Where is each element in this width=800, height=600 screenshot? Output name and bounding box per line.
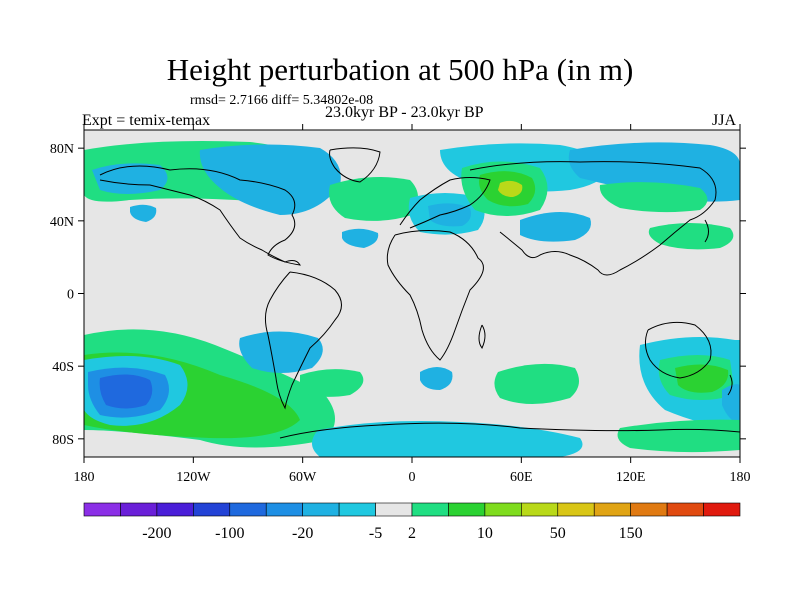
colorbar-box — [338, 502, 376, 517]
colorbar-box — [703, 502, 741, 517]
colorbar-box — [593, 502, 631, 517]
colorbar-box — [375, 502, 413, 517]
contour-east-green-south — [617, 419, 740, 453]
lon-tick-label: 180 — [730, 470, 751, 485]
contour-north-america-blue-2 — [92, 163, 168, 194]
colorbar-label: 10 — [477, 525, 493, 542]
contour-antarctic-blue — [311, 421, 583, 457]
period-subtitle: 23.0kyr BP - 23.0kyr BP — [325, 104, 484, 121]
colorbar-box — [666, 502, 704, 517]
colorbar-label: -200 — [142, 525, 171, 542]
contour-australia-green-2 — [675, 364, 729, 393]
coastline-north-america — [99, 165, 301, 266]
colorbar-label: 2 — [408, 525, 416, 542]
coastline-greenland — [329, 147, 381, 183]
colorbar-box — [156, 502, 194, 517]
stats-subtitle: rmsd= 2.7166 diff= 5.34802e-08 — [190, 93, 374, 108]
colorbar-box — [229, 502, 267, 517]
lon-tick-label: 180 — [74, 470, 95, 485]
contour-asia-blue — [520, 211, 591, 242]
contour-south-atlantic-blue — [420, 367, 453, 390]
colorbar-box — [448, 502, 486, 517]
colorbar-label: -100 — [215, 525, 244, 542]
contour-east-blue — [722, 384, 740, 425]
season-label: JJA — [712, 112, 737, 129]
contour-north-atlantic-green — [329, 176, 419, 221]
lon-tick-label: 120W — [176, 470, 211, 485]
colorbar: -200 -100 -20 -5 2 10 50 150 — [83, 502, 741, 542]
coastline-antarctica — [279, 422, 740, 439]
colorbar-box — [265, 502, 303, 517]
contour-south-atlantic-green — [300, 369, 364, 397]
contour-east-asia-green-2 — [648, 223, 734, 250]
contour-south-america-blue — [239, 331, 323, 373]
colorbar-box — [411, 502, 449, 517]
lat-tick-label: 40S — [52, 360, 74, 375]
colorbar-box — [83, 502, 121, 517]
contour-east-asia-green — [599, 182, 708, 213]
lon-tick-label: 60E — [510, 470, 533, 485]
contour-north-pacific-small-blue — [130, 204, 157, 222]
experiment-label: Expt = temix-temax — [82, 112, 211, 129]
lat-tick-label: 80S — [52, 433, 74, 448]
lon-tick-label: 120E — [616, 470, 646, 485]
lon-tick-label: 0 — [409, 470, 416, 485]
lat-tick-label: 0 — [67, 288, 74, 303]
contour-north-atlantic-blue — [342, 228, 379, 248]
map-title: Height perturbation at 500 hPa (in m) — [166, 52, 634, 87]
colorbar-box — [630, 502, 668, 517]
colorbar-box — [484, 502, 522, 517]
colorbar-box — [557, 502, 595, 517]
colorbar-box — [302, 502, 340, 517]
contour-south-pacific-darkblue — [99, 374, 153, 409]
contour-north-america-blue — [199, 144, 341, 215]
coastline-australia — [644, 321, 712, 379]
lat-tick-label: 80N — [50, 142, 74, 157]
colorbar-box — [521, 502, 559, 517]
contour-fill-layer — [84, 141, 740, 457]
coastline-madagascar — [478, 324, 486, 349]
colorbar-label: -5 — [369, 525, 382, 542]
coastline-europe — [399, 177, 491, 229]
lon-tick-label: 60W — [289, 470, 317, 485]
contour-siberia-blue — [568, 142, 740, 202]
colorbar-label: 150 — [619, 525, 643, 542]
coastline-south-america — [264, 271, 342, 410]
colorbar-box — [120, 502, 158, 517]
axes: 80N 40N 0 40S 80S 180 120W 60W 0 60E 120E 180 — [50, 124, 751, 485]
contour-south-indian-green — [494, 363, 579, 404]
coastline-japan — [704, 219, 709, 243]
coastlines — [99, 147, 740, 439]
coastline-asia — [469, 161, 717, 276]
colorbar-label: 50 — [550, 525, 566, 542]
colorbar-box — [193, 502, 231, 517]
coastline-new-zealand — [727, 374, 733, 396]
contour-central-asia-yellow — [498, 180, 523, 197]
lat-tick-label: 40N — [50, 215, 74, 230]
colorbar-label: -20 — [292, 525, 313, 542]
coastline-africa — [386, 230, 484, 361]
